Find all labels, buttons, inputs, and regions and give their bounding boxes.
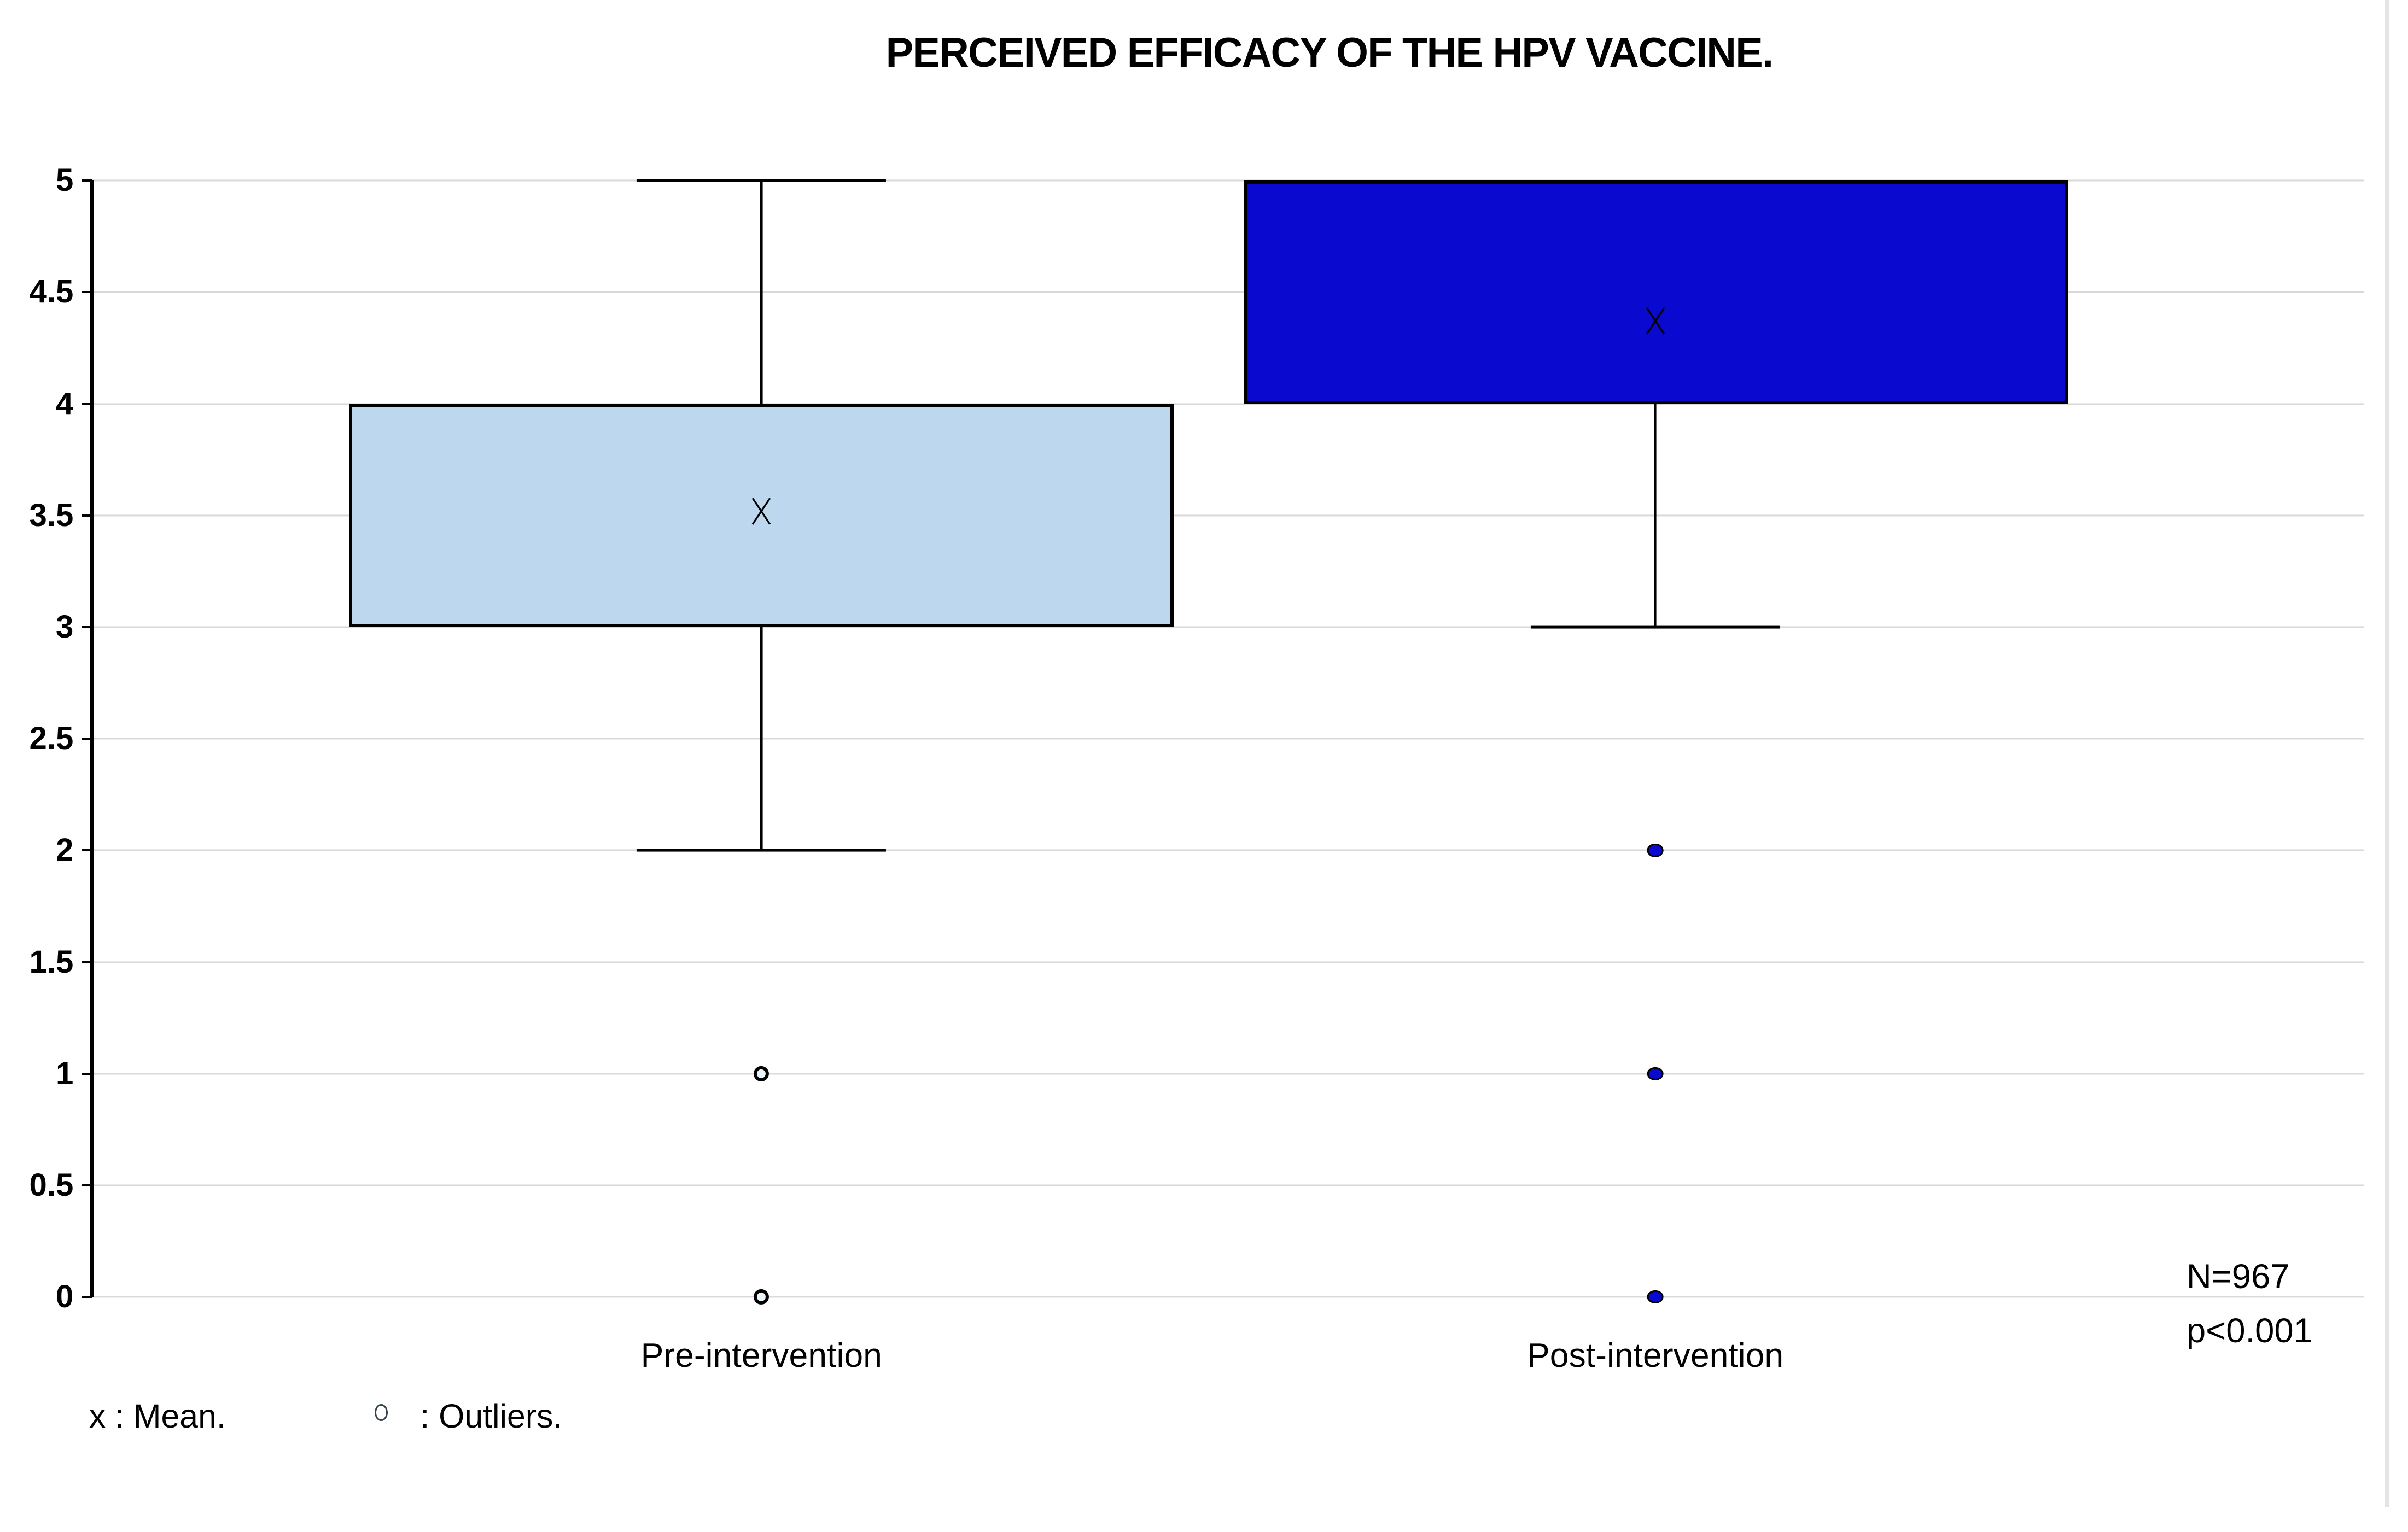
y-tick-label: 2.5 — [29, 721, 74, 757]
sample-size-text: N=967 — [2186, 1258, 2290, 1296]
outlier-point — [754, 1289, 769, 1305]
mean-marker — [1642, 305, 1668, 338]
y-tick-label: 1 — [55, 1055, 74, 1091]
lower-whisker-cap — [637, 849, 887, 852]
gridline — [92, 179, 2364, 182]
y-tick-label: 4.5 — [29, 274, 74, 310]
y-axis-tick — [81, 961, 92, 963]
legend: x : Mean. : Outliers. — [0, 1397, 2408, 1469]
gridline — [92, 738, 2364, 740]
y-tick-label: 0.5 — [29, 1167, 74, 1203]
mean-marker — [749, 494, 774, 528]
gridline — [92, 961, 2364, 963]
upper-whisker-cap — [637, 179, 887, 182]
y-tick-label: 2 — [55, 832, 74, 868]
y-tick-label: 4 — [55, 385, 74, 422]
y-axis-tick — [81, 1296, 92, 1299]
category-label: Pre-intervention — [640, 1336, 882, 1375]
y-axis-tick — [81, 738, 92, 740]
gridline — [92, 1184, 2364, 1186]
category-label: Post-intervention — [1527, 1336, 1784, 1375]
lower-whisker — [1654, 404, 1657, 627]
box-post-intervention — [1244, 180, 2069, 404]
y-axis-tick — [81, 849, 92, 852]
lower-whisker-cap — [1530, 625, 1780, 629]
y-tick-label: 3.5 — [29, 497, 74, 533]
gridline — [92, 291, 2364, 293]
gridline — [92, 514, 2364, 517]
legend-mean-label: x : Mean. — [89, 1397, 226, 1435]
legend-outliers-label: : Outliers. — [420, 1397, 563, 1435]
y-axis-tick — [81, 1072, 92, 1075]
p-value-text: p<0.001 — [2186, 1311, 2313, 1350]
gridline — [92, 1296, 2364, 1298]
y-axis-tick — [81, 291, 92, 294]
outlier-point — [1647, 1067, 1664, 1080]
chart-title: PERCEIVED EFFICACY OF THE HPV VACCINE. — [885, 30, 1774, 77]
gridline — [92, 402, 2364, 405]
outlier-point — [754, 1066, 769, 1081]
y-axis-tick — [81, 402, 92, 405]
outlier-circle-icon — [374, 1404, 388, 1422]
y-axis-line — [90, 180, 94, 1297]
y-axis-tick — [81, 1184, 92, 1186]
chart-frame-right — [2385, 0, 2389, 1508]
gridline — [92, 1073, 2364, 1075]
y-axis-tick — [81, 514, 92, 517]
gridline — [92, 626, 2364, 628]
y-tick-label: 3 — [55, 609, 74, 645]
y-tick-label: 5 — [55, 162, 74, 198]
y-tick-label: 1.5 — [29, 944, 74, 980]
outlier-point — [1647, 844, 1664, 857]
lower-whisker — [760, 627, 763, 851]
stats-annotation: N=967 p<0.001 — [2187, 1250, 2313, 1358]
y-tick-label: 0 — [55, 1279, 74, 1315]
upper-whisker — [760, 180, 763, 404]
y-axis-tick — [81, 625, 92, 628]
y-axis-tick — [81, 179, 92, 182]
outlier-point — [1647, 1290, 1664, 1304]
gridline — [92, 849, 2364, 851]
box-pre-intervention — [348, 404, 1174, 627]
